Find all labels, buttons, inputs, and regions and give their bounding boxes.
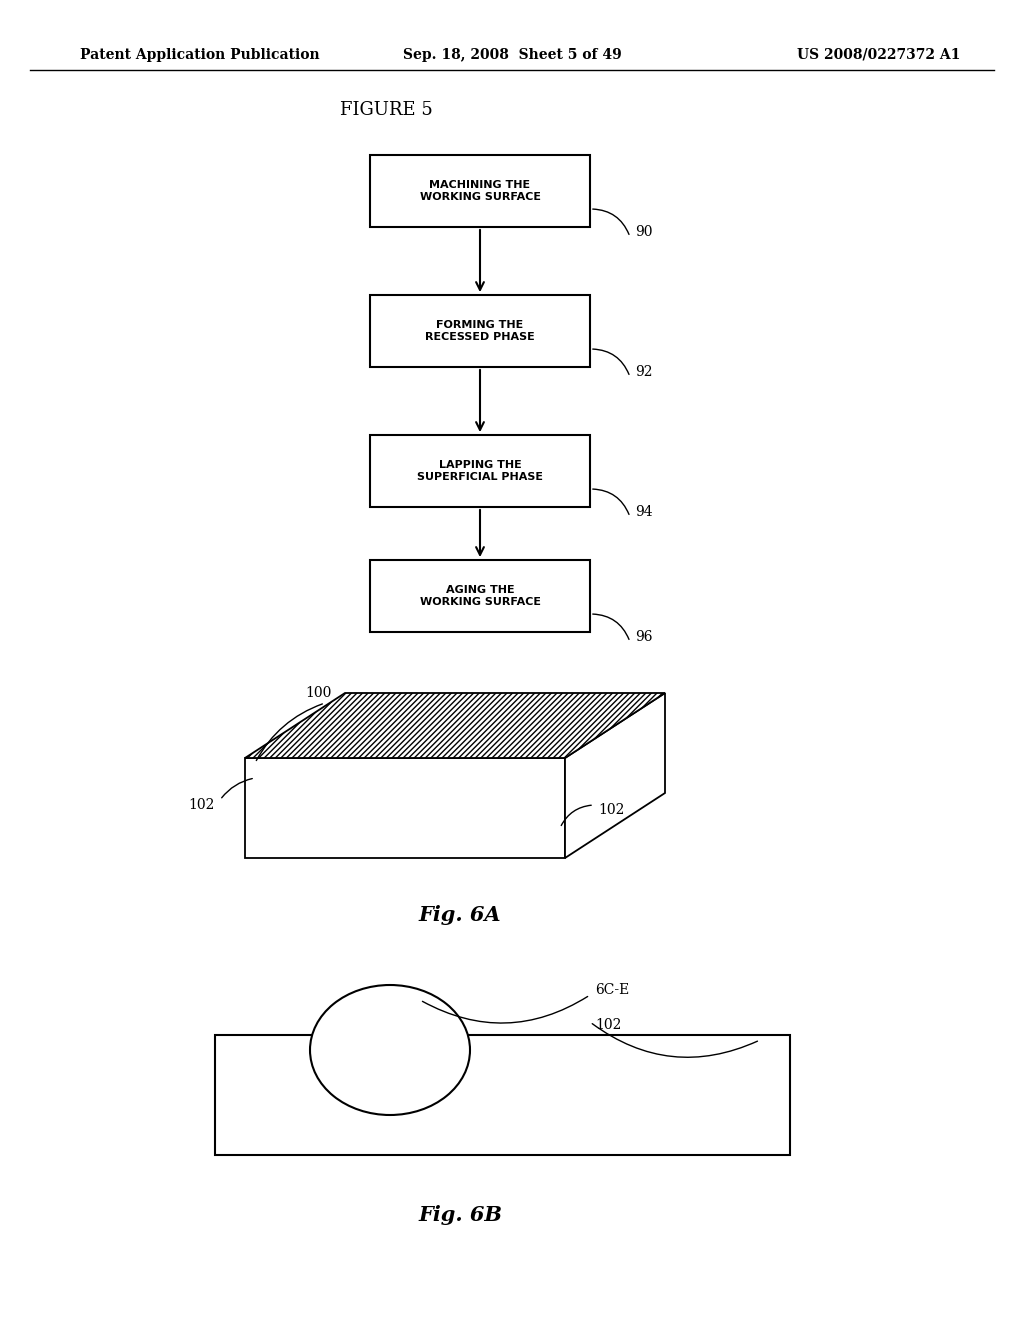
Text: 6C-E: 6C-E <box>595 983 630 997</box>
Polygon shape <box>565 693 665 858</box>
Bar <box>370 294 590 367</box>
Text: FORMING THE
RECESSED PHASE: FORMING THE RECESSED PHASE <box>425 321 535 342</box>
Text: Fig. 6A: Fig. 6A <box>419 906 502 925</box>
Text: Sep. 18, 2008  Sheet 5 of 49: Sep. 18, 2008 Sheet 5 of 49 <box>402 48 622 62</box>
Bar <box>370 154 590 227</box>
Text: 94: 94 <box>635 506 652 519</box>
Text: 92: 92 <box>635 366 652 379</box>
Bar <box>215 1035 790 1155</box>
Bar <box>370 436 590 507</box>
Text: Patent Application Publication: Patent Application Publication <box>80 48 319 62</box>
Text: MACHINING THE
WORKING SURFACE: MACHINING THE WORKING SURFACE <box>420 181 541 202</box>
Text: 96: 96 <box>635 630 652 644</box>
Text: 102: 102 <box>598 803 625 817</box>
Polygon shape <box>245 693 665 758</box>
Text: FIGURE 5: FIGURE 5 <box>340 102 433 119</box>
Text: AGING THE
WORKING SURFACE: AGING THE WORKING SURFACE <box>420 585 541 607</box>
Text: US 2008/0227372 A1: US 2008/0227372 A1 <box>797 48 961 62</box>
Text: Fig. 6B: Fig. 6B <box>418 1205 502 1225</box>
Text: LAPPING THE
SUPERFICIAL PHASE: LAPPING THE SUPERFICIAL PHASE <box>417 461 543 482</box>
Ellipse shape <box>310 985 470 1115</box>
Text: 102: 102 <box>188 799 215 812</box>
Text: 102: 102 <box>595 1018 622 1032</box>
Bar <box>370 560 590 632</box>
Text: 100: 100 <box>305 686 332 700</box>
Polygon shape <box>245 758 565 858</box>
Text: 90: 90 <box>635 224 652 239</box>
